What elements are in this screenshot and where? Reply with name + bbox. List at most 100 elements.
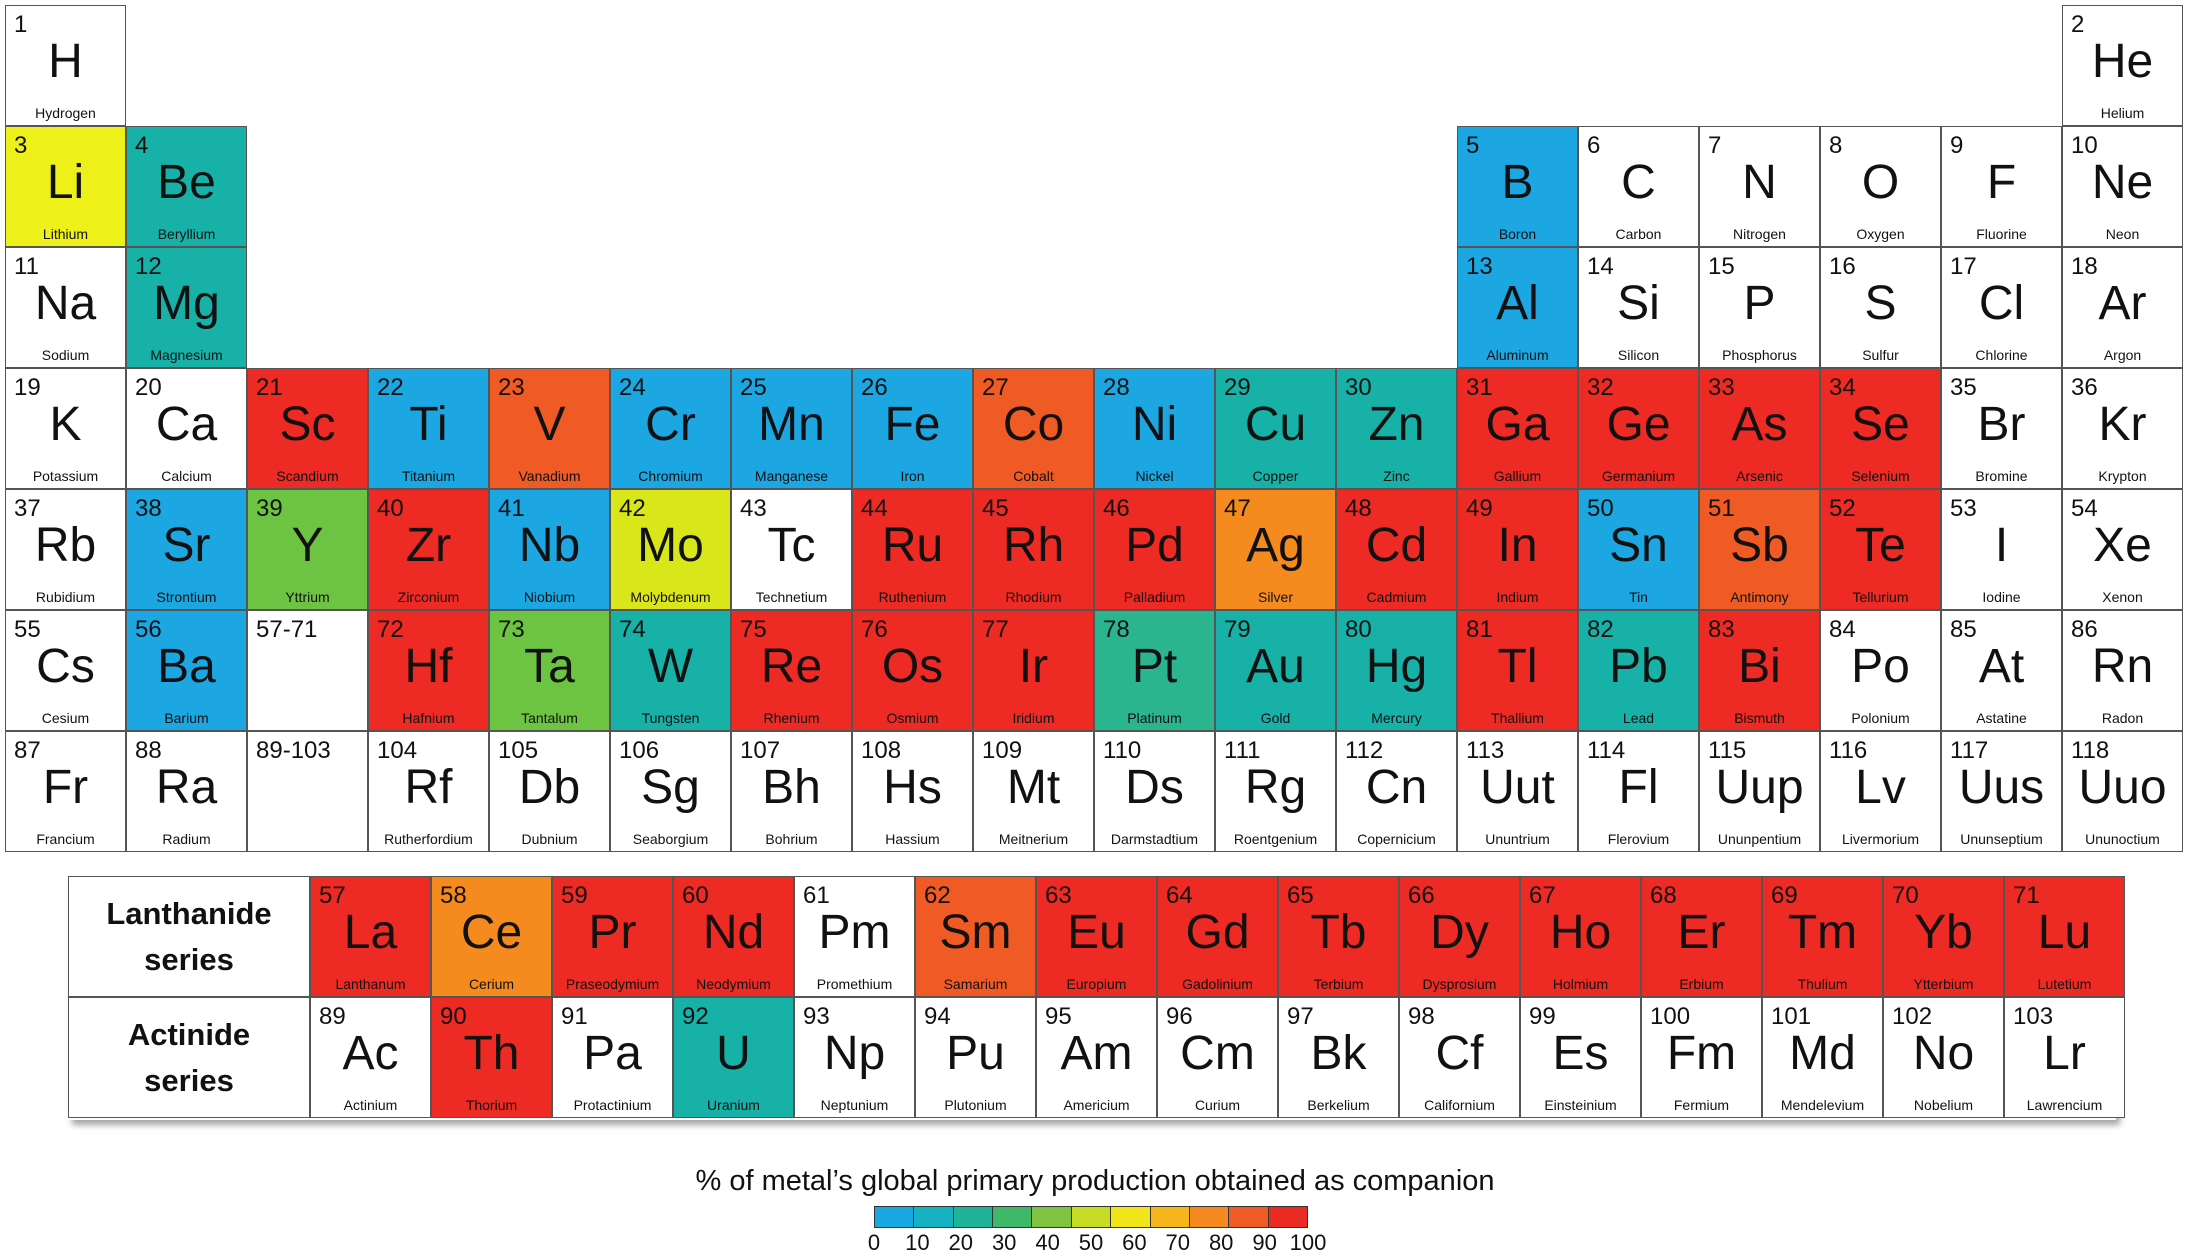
element-symbol: Am: [1060, 1027, 1133, 1080]
atomic-number: 110: [1103, 737, 1142, 764]
element-symbol: Uut: [1480, 761, 1555, 814]
element-name: Scandium: [276, 468, 339, 484]
atomic-number: 18: [2071, 253, 2098, 280]
element-symbol: Mt: [1006, 761, 1061, 814]
atomic-number: 46: [1103, 495, 1130, 522]
atomic-number: 95: [1045, 1003, 1072, 1030]
element-name: Yttrium: [285, 589, 330, 605]
atomic-number: 51: [1708, 495, 1735, 522]
element-cell-pm: 61 Pm Promethium: [794, 876, 915, 997]
element-symbol: Au: [1246, 640, 1305, 693]
element-symbol: Pb: [1609, 640, 1668, 693]
atomic-number: 58: [440, 882, 467, 909]
element-cell-uuo: 118 Uuo Ununoctium: [2062, 731, 2183, 852]
element-symbol: Te: [1855, 519, 1906, 572]
element-name: Lead: [1622, 710, 1655, 726]
element-name: Silicon: [1617, 347, 1660, 363]
element-name: Mendelevium: [1780, 1097, 1865, 1113]
element-name: Zinc: [1383, 468, 1410, 484]
element-symbol: Pt: [1131, 640, 1178, 693]
atomic-number: 48: [1345, 495, 1372, 522]
scale-tick-label: 60: [1122, 1230, 1147, 1255]
atomic-number: 1: [14, 11, 28, 38]
element-name: Gallium: [1493, 468, 1542, 484]
atomic-number: 15: [1708, 253, 1735, 280]
element-symbol: Lv: [1855, 761, 1906, 814]
scale-tick-label: 0: [867, 1230, 881, 1255]
element-cell-sb: 51 Sb Antimony: [1699, 489, 1820, 610]
atomic-number: 23: [498, 374, 525, 401]
element-cell-sc: 21 Sc Scandium: [247, 368, 368, 489]
atomic-number: 64: [1166, 882, 1193, 909]
element-cell-pa: 91 Pa Protactinium: [552, 997, 673, 1118]
element-name: Ruthenium: [878, 589, 947, 605]
atomic-number: 4: [135, 132, 149, 159]
atomic-number: 38: [135, 495, 162, 522]
element-cell-ta: 73 Ta Tantalum: [489, 610, 610, 731]
element-name: Praseodymium: [565, 976, 660, 992]
element-cell-yb: 70 Yb Ytterbium: [1883, 876, 2004, 997]
element-cell-tc: 43 Tc Technetium: [731, 489, 852, 610]
scale-tick-label: 90: [1252, 1230, 1277, 1255]
scale-tick-label: 30: [991, 1230, 1017, 1255]
element-cell-tm: 69 Tm Thulium: [1762, 876, 1883, 997]
atomic-number: 103: [2013, 1003, 2054, 1030]
atomic-number: 71: [2013, 882, 2040, 909]
atomic-number: 36: [2071, 374, 2098, 401]
scale-segment: [1268, 1207, 1307, 1227]
element-name: Gadolinium: [1182, 976, 1253, 992]
element-name: Technetium: [755, 589, 828, 605]
atomic-number: 99: [1529, 1003, 1556, 1030]
element-symbol: Cs: [36, 640, 95, 693]
element-cell-ne: 10 Ne Neon: [2062, 126, 2183, 247]
element-name: Manganese: [754, 468, 829, 484]
element-cell-rn: 86 Rn Radon: [2062, 610, 2183, 731]
element-symbol: Rh: [1002, 519, 1065, 572]
element-symbol: Po: [1851, 640, 1910, 693]
element-range-placeholder: 89-103: [247, 731, 368, 852]
element-name: Tellurium: [1852, 589, 1909, 605]
atomic-number: 29: [1224, 374, 1251, 401]
scale-tick-label: 50: [1078, 1230, 1104, 1255]
atomic-number: 26: [861, 374, 888, 401]
atomic-number: 108: [861, 737, 902, 764]
element-cell-cl: 17 Cl Chlorine: [1941, 247, 2062, 368]
element-symbol: In: [1497, 519, 1538, 572]
element-symbol: P: [1743, 277, 1776, 330]
atomic-number: 54: [2071, 495, 2098, 522]
atomic-number: 2: [2071, 11, 2085, 38]
element-cell-ga: 31 Ga Gallium: [1457, 368, 1578, 489]
element-symbol: Eu: [1067, 906, 1126, 959]
element-cell-dy: 66 Dy Dysprosium: [1399, 876, 1520, 997]
atomic-number: 101: [1771, 1003, 1812, 1030]
atomic-number: 24: [619, 374, 646, 401]
element-symbol: Uuo: [2078, 761, 2167, 814]
element-symbol: Mn: [758, 398, 825, 451]
element-name: Radon: [2101, 710, 2144, 726]
atomic-number: 98: [1408, 1003, 1435, 1030]
element-name: Sulfur: [1862, 347, 1899, 363]
element-cell-bi: 83 Bi Bismuth: [1699, 610, 1820, 731]
element-cell-pt: 78 Pt Platinum: [1094, 610, 1215, 731]
atomic-number: 93: [803, 1003, 830, 1030]
atomic-number: 75: [740, 616, 767, 643]
atomic-number: 8: [1829, 132, 1843, 159]
atomic-number: 91: [561, 1003, 588, 1030]
atomic-number: 73: [498, 616, 525, 643]
element-name: Lutetium: [2037, 976, 2092, 992]
scale-segment: [1071, 1207, 1112, 1227]
element-name: Nobelium: [1913, 1097, 1974, 1113]
element-symbol: Sc: [279, 398, 336, 451]
atomic-number: 53: [1950, 495, 1977, 522]
element-symbol: Pa: [583, 1027, 642, 1080]
scale-segment: [875, 1207, 915, 1227]
scale-segment: [1150, 1207, 1190, 1227]
atomic-number: 12: [135, 253, 162, 280]
element-name: Terbium: [1313, 976, 1364, 992]
atomic-number: 33: [1708, 374, 1735, 401]
scale-tick-label: 70: [1165, 1230, 1191, 1255]
atomic-number: 9: [1950, 132, 1964, 159]
element-symbol: Fe: [884, 398, 941, 451]
element-cell-uus: 117 Uus Ununseptium: [1941, 731, 2062, 852]
element-cell-u: 92 U Uranium: [673, 997, 794, 1118]
